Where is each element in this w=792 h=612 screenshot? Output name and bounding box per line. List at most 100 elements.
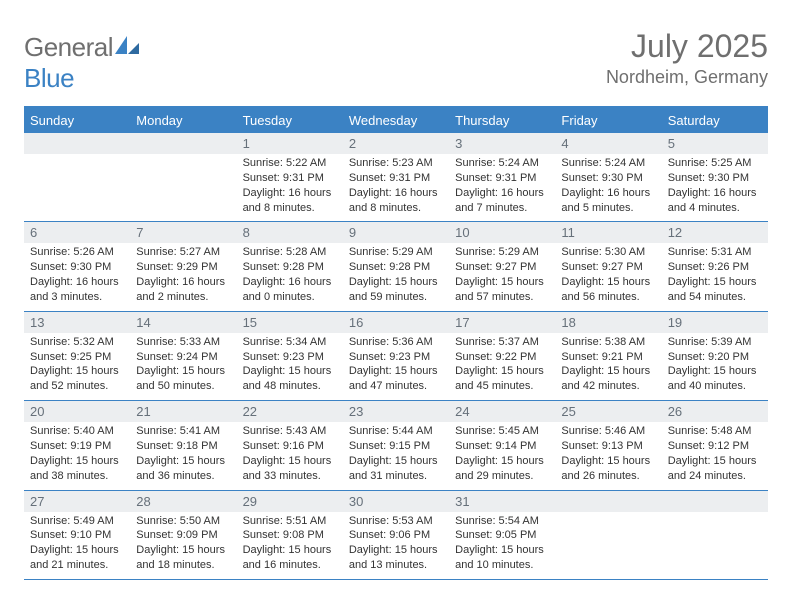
day-info: Sunrise: 5:50 AMSunset: 9:09 PMDaylight:… xyxy=(130,512,236,573)
calendar-cell: 4Sunrise: 5:24 AMSunset: 9:30 PMDaylight… xyxy=(555,133,661,221)
day-number: 18 xyxy=(555,312,661,333)
calendar-cell: 5Sunrise: 5:25 AMSunset: 9:30 PMDaylight… xyxy=(662,133,768,221)
weekday-wednesday: Wednesday xyxy=(343,108,449,133)
day-number: 20 xyxy=(24,401,130,422)
calendar-cell: 26Sunrise: 5:48 AMSunset: 9:12 PMDayligh… xyxy=(662,401,768,489)
day-info: Sunrise: 5:23 AMSunset: 9:31 PMDaylight:… xyxy=(343,154,449,215)
calendar-cell: 24Sunrise: 5:45 AMSunset: 9:14 PMDayligh… xyxy=(449,401,555,489)
day-info: Sunrise: 5:34 AMSunset: 9:23 PMDaylight:… xyxy=(237,333,343,394)
day-number: 31 xyxy=(449,491,555,512)
day-number: 17 xyxy=(449,312,555,333)
title-block: July 2025 Nordheim, Germany xyxy=(606,28,768,88)
calendar-cell: 19Sunrise: 5:39 AMSunset: 9:20 PMDayligh… xyxy=(662,312,768,400)
calendar-cell-empty xyxy=(130,133,236,221)
calendar-week: 27Sunrise: 5:49 AMSunset: 9:10 PMDayligh… xyxy=(24,491,768,580)
day-info: Sunrise: 5:24 AMSunset: 9:30 PMDaylight:… xyxy=(555,154,661,215)
day-number: 3 xyxy=(449,133,555,154)
day-info: Sunrise: 5:32 AMSunset: 9:25 PMDaylight:… xyxy=(24,333,130,394)
calendar-cell: 16Sunrise: 5:36 AMSunset: 9:23 PMDayligh… xyxy=(343,312,449,400)
day-number: 22 xyxy=(237,401,343,422)
day-number: 23 xyxy=(343,401,449,422)
day-info: Sunrise: 5:30 AMSunset: 9:27 PMDaylight:… xyxy=(555,243,661,304)
weekday-friday: Friday xyxy=(555,108,661,133)
day-number: 4 xyxy=(555,133,661,154)
day-info: Sunrise: 5:44 AMSunset: 9:15 PMDaylight:… xyxy=(343,422,449,483)
calendar-cell: 8Sunrise: 5:28 AMSunset: 9:28 PMDaylight… xyxy=(237,222,343,310)
day-number: 6 xyxy=(24,222,130,243)
logo-word-general: General xyxy=(24,32,113,62)
day-number: 12 xyxy=(662,222,768,243)
calendar-cell: 28Sunrise: 5:50 AMSunset: 9:09 PMDayligh… xyxy=(130,491,236,579)
calendar-cell: 25Sunrise: 5:46 AMSunset: 9:13 PMDayligh… xyxy=(555,401,661,489)
day-info: Sunrise: 5:29 AMSunset: 9:28 PMDaylight:… xyxy=(343,243,449,304)
day-info: Sunrise: 5:36 AMSunset: 9:23 PMDaylight:… xyxy=(343,333,449,394)
day-info: Sunrise: 5:40 AMSunset: 9:19 PMDaylight:… xyxy=(24,422,130,483)
calendar-cell: 21Sunrise: 5:41 AMSunset: 9:18 PMDayligh… xyxy=(130,401,236,489)
header-bar: GeneralBlue July 2025 Nordheim, Germany xyxy=(24,28,768,94)
day-number xyxy=(24,133,130,154)
calendar-cell: 30Sunrise: 5:53 AMSunset: 9:06 PMDayligh… xyxy=(343,491,449,579)
day-info: Sunrise: 5:25 AMSunset: 9:30 PMDaylight:… xyxy=(662,154,768,215)
weekday-tuesday: Tuesday xyxy=(237,108,343,133)
calendar-cell: 18Sunrise: 5:38 AMSunset: 9:21 PMDayligh… xyxy=(555,312,661,400)
calendar-cell: 10Sunrise: 5:29 AMSunset: 9:27 PMDayligh… xyxy=(449,222,555,310)
logo-word-blue: Blue xyxy=(24,63,74,93)
day-number: 2 xyxy=(343,133,449,154)
calendar-cell: 2Sunrise: 5:23 AMSunset: 9:31 PMDaylight… xyxy=(343,133,449,221)
calendar-cell: 7Sunrise: 5:27 AMSunset: 9:29 PMDaylight… xyxy=(130,222,236,310)
day-number xyxy=(662,491,768,512)
calendar-cell: 14Sunrise: 5:33 AMSunset: 9:24 PMDayligh… xyxy=(130,312,236,400)
day-number: 16 xyxy=(343,312,449,333)
calendar-cell: 13Sunrise: 5:32 AMSunset: 9:25 PMDayligh… xyxy=(24,312,130,400)
day-number: 26 xyxy=(662,401,768,422)
calendar-cell: 31Sunrise: 5:54 AMSunset: 9:05 PMDayligh… xyxy=(449,491,555,579)
day-info: Sunrise: 5:46 AMSunset: 9:13 PMDaylight:… xyxy=(555,422,661,483)
day-info: Sunrise: 5:22 AMSunset: 9:31 PMDaylight:… xyxy=(237,154,343,215)
day-info: Sunrise: 5:54 AMSunset: 9:05 PMDaylight:… xyxy=(449,512,555,573)
day-number xyxy=(555,491,661,512)
day-info: Sunrise: 5:41 AMSunset: 9:18 PMDaylight:… xyxy=(130,422,236,483)
day-info: Sunrise: 5:28 AMSunset: 9:28 PMDaylight:… xyxy=(237,243,343,304)
day-info: Sunrise: 5:39 AMSunset: 9:20 PMDaylight:… xyxy=(662,333,768,394)
logo: GeneralBlue xyxy=(24,32,141,94)
logo-text: GeneralBlue xyxy=(24,32,141,94)
calendar-cell: 22Sunrise: 5:43 AMSunset: 9:16 PMDayligh… xyxy=(237,401,343,489)
calendar-week: 6Sunrise: 5:26 AMSunset: 9:30 PMDaylight… xyxy=(24,222,768,311)
day-info: Sunrise: 5:48 AMSunset: 9:12 PMDaylight:… xyxy=(662,422,768,483)
calendar-week: 20Sunrise: 5:40 AMSunset: 9:19 PMDayligh… xyxy=(24,401,768,490)
calendar-cell: 6Sunrise: 5:26 AMSunset: 9:30 PMDaylight… xyxy=(24,222,130,310)
calendar-cell: 27Sunrise: 5:49 AMSunset: 9:10 PMDayligh… xyxy=(24,491,130,579)
day-info: Sunrise: 5:49 AMSunset: 9:10 PMDaylight:… xyxy=(24,512,130,573)
calendar-cell: 17Sunrise: 5:37 AMSunset: 9:22 PMDayligh… xyxy=(449,312,555,400)
day-number: 1 xyxy=(237,133,343,154)
day-number: 9 xyxy=(343,222,449,243)
day-info: Sunrise: 5:31 AMSunset: 9:26 PMDaylight:… xyxy=(662,243,768,304)
day-number: 11 xyxy=(555,222,661,243)
weekday-monday: Monday xyxy=(130,108,236,133)
weekday-sunday: Sunday xyxy=(24,108,130,133)
day-number: 19 xyxy=(662,312,768,333)
day-number: 13 xyxy=(24,312,130,333)
day-number: 8 xyxy=(237,222,343,243)
day-number: 10 xyxy=(449,222,555,243)
day-info: Sunrise: 5:27 AMSunset: 9:29 PMDaylight:… xyxy=(130,243,236,304)
day-info: Sunrise: 5:37 AMSunset: 9:22 PMDaylight:… xyxy=(449,333,555,394)
calendar-cell-empty xyxy=(662,491,768,579)
day-number xyxy=(130,133,236,154)
calendar-cell: 29Sunrise: 5:51 AMSunset: 9:08 PMDayligh… xyxy=(237,491,343,579)
calendar-cell-empty xyxy=(24,133,130,221)
calendar-cell-empty xyxy=(555,491,661,579)
calendar-cell: 23Sunrise: 5:44 AMSunset: 9:15 PMDayligh… xyxy=(343,401,449,489)
day-number: 15 xyxy=(237,312,343,333)
calendar-cell: 1Sunrise: 5:22 AMSunset: 9:31 PMDaylight… xyxy=(237,133,343,221)
logo-sail-icon xyxy=(115,36,141,56)
day-info: Sunrise: 5:29 AMSunset: 9:27 PMDaylight:… xyxy=(449,243,555,304)
day-number: 25 xyxy=(555,401,661,422)
calendar: Sunday Monday Tuesday Wednesday Thursday… xyxy=(24,106,768,580)
day-info: Sunrise: 5:33 AMSunset: 9:24 PMDaylight:… xyxy=(130,333,236,394)
day-info: Sunrise: 5:38 AMSunset: 9:21 PMDaylight:… xyxy=(555,333,661,394)
day-info: Sunrise: 5:45 AMSunset: 9:14 PMDaylight:… xyxy=(449,422,555,483)
day-number: 29 xyxy=(237,491,343,512)
weekday-thursday: Thursday xyxy=(449,108,555,133)
calendar-week: 1Sunrise: 5:22 AMSunset: 9:31 PMDaylight… xyxy=(24,133,768,222)
